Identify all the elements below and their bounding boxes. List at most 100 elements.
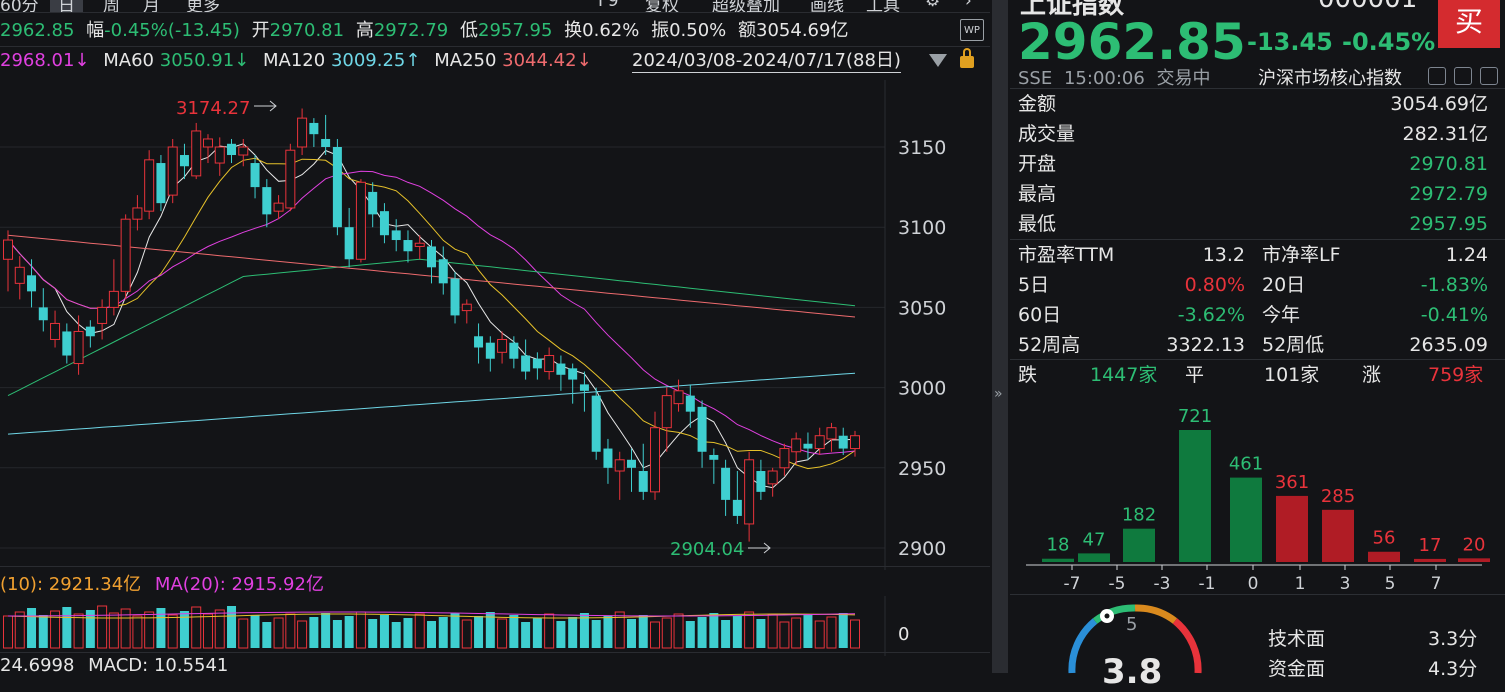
quote-divider: [0, 46, 990, 47]
candle-body: [321, 138, 331, 147]
wp-icon[interactable]: WP: [960, 19, 984, 41]
candle-body: [332, 147, 342, 228]
quote-turnover-label: 换: [564, 20, 583, 41]
ma5-line: [7, 143, 856, 489]
candle-body: [814, 435, 825, 450]
alert-bell-icon[interactable]: [1454, 67, 1472, 85]
candle-body: [108, 290, 119, 308]
tab-divider: [0, 12, 990, 13]
candle-body: [227, 143, 237, 156]
chevron-right-icon[interactable]: ›: [965, 0, 972, 11]
volume-bar: [450, 613, 460, 648]
volume-bar: [661, 617, 672, 649]
candle-body: [614, 459, 625, 472]
y-tick-label: 3000: [898, 378, 946, 400]
distribution-tick-label: 0: [1248, 574, 1259, 594]
stat-value: 282.31亿: [1402, 123, 1488, 145]
ratio-value-2: -0.41%: [1420, 304, 1488, 326]
volume-bar: [297, 620, 308, 649]
volume-bar: [227, 606, 237, 648]
tab-week[interactable]: 周: [103, 0, 120, 12]
volume-bar: [744, 611, 755, 649]
candle-body: [650, 427, 661, 493]
big-price: 2962.85: [1018, 13, 1246, 71]
tab-more[interactable]: 更多: [186, 0, 220, 12]
candle-body: [379, 211, 389, 236]
volume-bar: [38, 615, 48, 648]
tab-overlay[interactable]: 超级叠加: [712, 0, 780, 12]
settings-gear-icon[interactable]: ⚙: [925, 0, 941, 11]
stat-row: 成交量 282.31亿: [1010, 119, 1490, 149]
ma10-line: [7, 157, 856, 470]
volume-bar: [826, 616, 837, 649]
macd-legend: 24.6998 MACD: 10.5541: [0, 655, 228, 676]
volume-bar: [108, 612, 119, 649]
distribution-tick-label: 5: [1385, 574, 1396, 594]
trade-status: 交易中: [1156, 68, 1211, 89]
ratio-row: 60日 -3.62% 今年 -0.41%: [1010, 300, 1490, 330]
distribution-tick-label: -7: [1064, 574, 1081, 594]
ratio-value: 0.80%: [1184, 274, 1245, 296]
edit-icon[interactable]: [1428, 67, 1446, 85]
tab-f9[interactable]: F9: [598, 0, 619, 11]
volume-bar: [285, 613, 296, 649]
tab-tools[interactable]: 工具: [866, 0, 900, 12]
quote-turnover: 0.62%: [582, 20, 640, 41]
tab-adjust[interactable]: 复权: [645, 0, 679, 12]
quote-amplitude-label: 振: [651, 20, 670, 41]
distribution-value: 20: [1463, 534, 1486, 555]
volume-bar: [132, 615, 143, 649]
candle-body: [497, 338, 508, 353]
tab-day[interactable]: 日: [50, 0, 83, 12]
volume-bar: [461, 619, 472, 649]
distribution-bar: [1230, 477, 1262, 562]
kline-chart[interactable]: 3150 3100 3050 3000 2950 2900 3174.27 2904.04: [0, 80, 990, 570]
volume-bar: [85, 610, 95, 648]
volume-bar: [568, 617, 578, 648]
ratio-label-2: 20日: [1262, 274, 1306, 296]
collapse-arrows-icon[interactable]: »: [994, 386, 1003, 402]
big-change-pct: -0.45%: [1342, 28, 1436, 56]
distribution-value: 285: [1321, 486, 1355, 507]
tab-draw[interactable]: 画线: [810, 0, 844, 12]
volume-bar: [614, 611, 625, 649]
volume-bar: [721, 620, 731, 648]
quote-price: 2962.85: [0, 20, 75, 41]
quote-amount: 3054.69亿: [756, 20, 849, 41]
candle-body: [626, 459, 636, 468]
volume-bar: [62, 607, 72, 648]
volume-bar: [309, 617, 319, 648]
volume-bar: [202, 613, 213, 649]
candle-body: [685, 395, 695, 412]
tab-month[interactable]: 月: [143, 0, 160, 12]
panel-splitter[interactable]: [992, 0, 1008, 673]
candle-body: [73, 330, 84, 365]
add-icon[interactable]: [1480, 67, 1498, 85]
candle-body: [50, 322, 61, 340]
distribution-bar: [1414, 558, 1446, 562]
candle-body: [3, 239, 13, 260]
tab-60min[interactable]: 60分: [0, 0, 39, 12]
distribution-tick-label: -3: [1154, 574, 1171, 594]
buy-button[interactable]: 买: [1438, 0, 1500, 48]
volume-bar: [214, 609, 225, 649]
candle-body: [461, 303, 472, 312]
ratio-label-2: 今年: [1262, 304, 1301, 326]
date-range-selector[interactable]: 2024/03/08-2024/07/17(88日): [632, 50, 901, 73]
ratio-label: 市盈率TTM: [1018, 244, 1115, 266]
dropdown-triangle-icon[interactable]: [929, 54, 947, 67]
volume-bar: [626, 619, 636, 648]
vol-ma20-line: [7, 611, 856, 617]
candle-body: [509, 342, 519, 359]
macd-value: 10.5541: [153, 655, 229, 676]
volume-bar: [756, 619, 766, 648]
volume-bar: [250, 615, 260, 648]
quote-strip: 2962.85 幅-0.45%(-13.45) 开2970.81 高2972.7…: [0, 16, 960, 46]
lock-icon[interactable]: [960, 56, 974, 68]
volume-chart[interactable]: [0, 596, 990, 656]
candle-body: [544, 355, 555, 373]
volume-bar: [732, 616, 742, 648]
candle-body: [427, 246, 436, 268]
volume-bar: [273, 617, 284, 649]
candle-body: [709, 454, 719, 460]
